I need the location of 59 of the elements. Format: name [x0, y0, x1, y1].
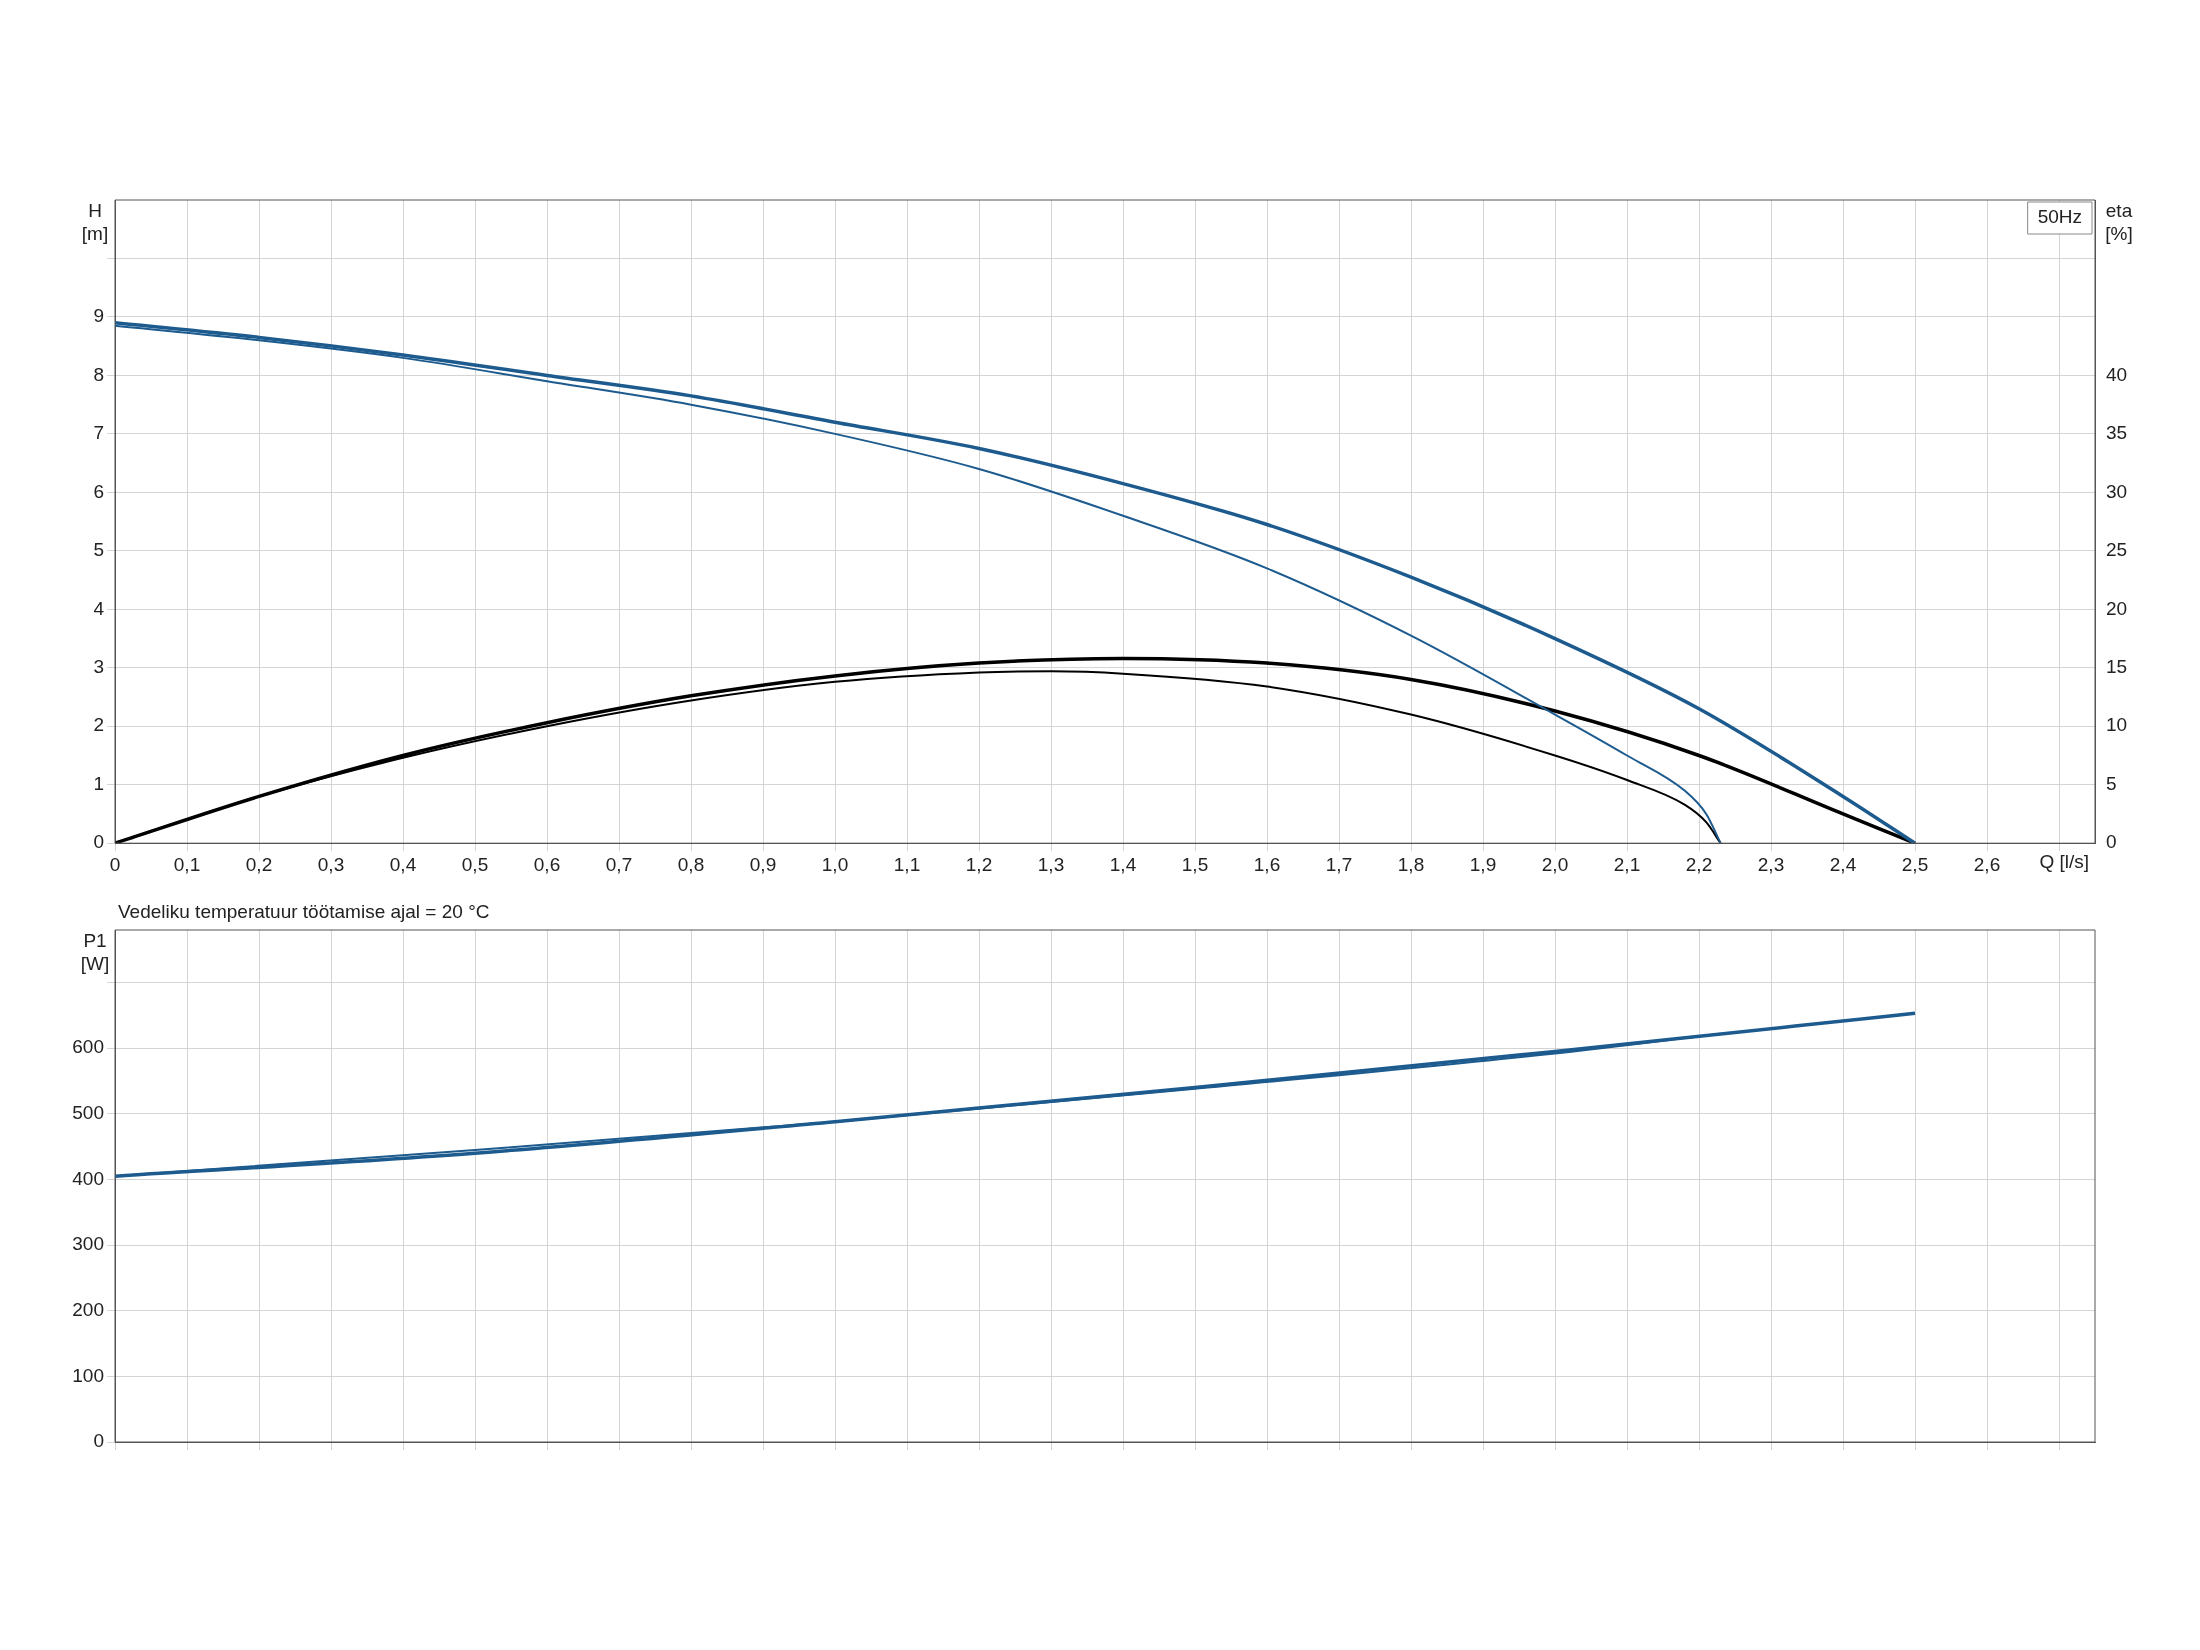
y-tick-label: 100 [72, 1364, 104, 1386]
x-tick-label: 0,8 [677, 853, 705, 875]
y2-tick-label: 20 [2106, 597, 2128, 619]
x-tick-label: 2,0 [1541, 853, 1569, 875]
x-tick-label: 1,9 [1469, 853, 1497, 875]
x-tick-label: 0,7 [605, 853, 633, 875]
y-tick-label: 4 [93, 597, 105, 619]
y-tick-label: 600 [72, 1036, 104, 1058]
y-axis-title: P1 [W] [80, 929, 110, 974]
y2-tick-label: 0 [2106, 831, 2117, 853]
chart-title: Vedeliku temperatuur töötamise ajal = 20 °C [118, 900, 490, 922]
x-tick-label: 2,6 [1973, 853, 2001, 875]
x-tick-label: 1,1 [893, 853, 921, 875]
x-tick-label: 1,4 [1109, 853, 1137, 875]
y-axis-title: H [m] [81, 199, 109, 244]
y-tick-label: 0 [93, 1430, 104, 1452]
y-tick-label: 5 [93, 539, 104, 561]
x-tick-label: 0,4 [389, 853, 417, 875]
x-tick-label: 2,4 [1829, 853, 1857, 875]
x-tick-label: 2,1 [1613, 853, 1641, 875]
x-tick-label: 0,2 [245, 853, 273, 875]
y-tick-label: 9 [93, 305, 104, 327]
x-tick-label: 1,2 [965, 853, 993, 875]
x-tick-label: 0,1 [173, 853, 201, 875]
y2-tick-label: 10 [2106, 714, 2128, 736]
x-tick-label: 0,9 [749, 853, 777, 875]
y-tick-label: 500 [72, 1102, 104, 1124]
y-tick-label: 300 [72, 1233, 104, 1255]
y2-tick-label: 30 [2106, 480, 2128, 502]
y2-tick-label: 35 [2106, 422, 2128, 444]
x-tick-label: 1,5 [1181, 853, 1209, 875]
y2-tick-label: 15 [2106, 656, 2128, 678]
x-tick-label: 1,0 [821, 853, 849, 875]
y2-axis-title: eta [%] [2105, 199, 2133, 244]
y-tick-label: 2 [93, 714, 104, 736]
x-tick-label: 1,3 [1037, 853, 1065, 875]
x-axis-title: Q [l/s] [2039, 850, 2089, 872]
y2-tick-label: 5 [2106, 772, 2117, 794]
y-tick-label: 0 [93, 831, 104, 853]
y-tick-label: 400 [72, 1167, 104, 1189]
x-tick-label: 0,3 [317, 853, 345, 875]
x-tick-label: 2,3 [1757, 853, 1785, 875]
x-tick-label: 1,7 [1325, 853, 1353, 875]
y-tick-label: 3 [93, 656, 104, 678]
y-tick-label: 200 [72, 1298, 104, 1320]
x-tick-label: 0 [109, 853, 121, 875]
y2-tick-label: 40 [2106, 363, 2128, 385]
x-tick-label: 0,5 [461, 853, 489, 875]
x-tick-label: 2,5 [1901, 853, 1929, 875]
annotation: 50Hz [2037, 206, 2082, 228]
y-tick-label: 6 [93, 480, 104, 502]
x-tick-label: 1,6 [1253, 853, 1281, 875]
x-tick-label: 0,6 [533, 853, 561, 875]
x-tick-label: 2,2 [1685, 853, 1713, 875]
y2-tick-label: 25 [2106, 539, 2128, 561]
y-tick-label: 1 [93, 772, 104, 794]
y-tick-label: 8 [93, 363, 104, 385]
x-tick-label: 1,8 [1397, 853, 1425, 875]
y-tick-label: 7 [93, 422, 104, 444]
